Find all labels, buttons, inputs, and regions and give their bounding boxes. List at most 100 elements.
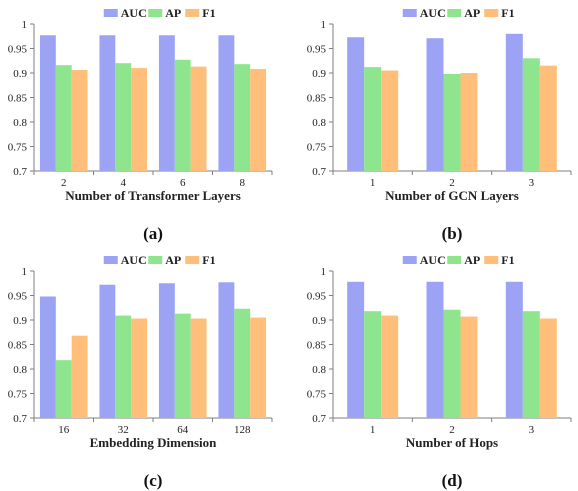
x-axis-label: Number of GCN Layers bbox=[385, 188, 519, 203]
y-tick-label: 0.85 bbox=[8, 93, 28, 105]
bar-f1-1 bbox=[381, 70, 399, 171]
legend-swatch-auc bbox=[103, 9, 118, 17]
panel-label: (b) bbox=[442, 224, 463, 243]
bar-auc-1 bbox=[347, 281, 365, 418]
bar-f1-128 bbox=[250, 317, 267, 418]
bar-ap-3 bbox=[522, 58, 540, 171]
bar-f1-3 bbox=[539, 65, 557, 171]
legend-swatch-ap bbox=[148, 9, 163, 17]
legend-label-f1: F1 bbox=[501, 6, 514, 20]
legend-label-ap: AP bbox=[165, 6, 181, 20]
bar-auc-2 bbox=[39, 35, 56, 171]
bar-f1-1 bbox=[381, 315, 399, 418]
chart-panel-2: 0.7 0.75 0.8 0.85 0.9 0.95 1 1 2 3 Number of GCN L… bbox=[307, 6, 572, 243]
bar-ap-3 bbox=[522, 311, 540, 418]
bar-auc-8 bbox=[218, 35, 235, 171]
y-tick-label: 0.8 bbox=[13, 117, 27, 129]
y-tick-label: 0.9 bbox=[312, 68, 326, 80]
x-axis-label: Number of Hops bbox=[406, 435, 498, 450]
bar-ap-6 bbox=[174, 59, 191, 171]
y-tick-label: 0.75 bbox=[307, 389, 327, 401]
legend-label-f1: F1 bbox=[501, 253, 514, 267]
bar-f1-3 bbox=[539, 318, 557, 418]
bar-auc-32 bbox=[99, 284, 116, 418]
bar-ap-8 bbox=[234, 64, 251, 171]
bar-auc-16 bbox=[39, 296, 56, 418]
legend-label-f1: F1 bbox=[202, 253, 215, 267]
bar-auc-3 bbox=[505, 281, 523, 418]
x-tick-label: 64 bbox=[177, 424, 189, 436]
x-tick-label: 128 bbox=[234, 424, 251, 436]
bar-auc-2 bbox=[426, 38, 444, 172]
bar-auc-2 bbox=[426, 281, 444, 418]
legend-swatch-auc bbox=[402, 256, 417, 264]
legend-label-auc: AUC bbox=[420, 253, 446, 267]
bar-f1-6 bbox=[190, 66, 207, 171]
x-tick-label: 32 bbox=[118, 424, 129, 436]
x-tick-label: 1 bbox=[370, 424, 376, 436]
x-tick-label: 3 bbox=[529, 424, 535, 436]
y-tick-label: 0.7 bbox=[13, 166, 27, 178]
y-tick-label: 0.85 bbox=[8, 340, 28, 352]
panel-label: (d) bbox=[442, 471, 463, 490]
y-tick-label: 1 bbox=[321, 266, 327, 278]
bar-ap-32 bbox=[115, 315, 132, 418]
panel-label: (c) bbox=[144, 471, 163, 490]
legend-swatch-ap bbox=[447, 256, 462, 264]
y-tick-label: 0.75 bbox=[307, 142, 327, 154]
x-tick-label: 16 bbox=[58, 424, 70, 436]
y-tick-label: 0.85 bbox=[307, 340, 327, 352]
legend-swatch-ap bbox=[447, 9, 462, 17]
legend-label-ap: AP bbox=[464, 6, 480, 20]
legend-swatch-auc bbox=[103, 256, 118, 264]
y-tick-label: 0.75 bbox=[8, 389, 28, 401]
x-tick-label: 4 bbox=[121, 177, 127, 189]
legend-swatch-f1 bbox=[484, 256, 499, 264]
y-tick-label: 0.8 bbox=[13, 364, 27, 376]
legend-label-auc: AUC bbox=[121, 253, 147, 267]
y-tick-label: 0.95 bbox=[307, 291, 327, 303]
x-tick-label: 2 bbox=[449, 177, 455, 189]
bar-f1-64 bbox=[190, 318, 207, 418]
bar-f1-2 bbox=[460, 73, 478, 171]
bar-ap-4 bbox=[115, 63, 132, 172]
legend-label-auc: AUC bbox=[121, 6, 147, 20]
legend-label-ap: AP bbox=[464, 253, 480, 267]
bar-auc-128 bbox=[218, 282, 235, 418]
bar-ap-128 bbox=[234, 308, 251, 418]
chart-panel-3: 0.7 0.75 0.8 0.85 0.9 0.95 1 16 32 64 128 Embedding… bbox=[8, 253, 273, 490]
y-tick-label: 0.95 bbox=[8, 291, 28, 303]
legend-swatch-auc bbox=[402, 9, 417, 17]
bar-ap-1 bbox=[364, 311, 382, 418]
x-tick-label: 8 bbox=[240, 177, 246, 189]
x-tick-label: 3 bbox=[529, 177, 535, 189]
y-tick-label: 0.8 bbox=[312, 364, 326, 376]
bar-ap-2 bbox=[55, 65, 72, 171]
legend-label-ap: AP bbox=[165, 253, 181, 267]
bar-auc-1 bbox=[347, 37, 365, 172]
bar-auc-64 bbox=[158, 283, 175, 418]
legend-swatch-f1 bbox=[185, 256, 200, 264]
y-tick-label: 0.9 bbox=[13, 68, 27, 80]
y-tick-label: 0.7 bbox=[13, 413, 27, 425]
bar-ap-1 bbox=[364, 67, 382, 171]
legend-label-auc: AUC bbox=[420, 6, 446, 20]
x-tick-label: 6 bbox=[180, 177, 186, 189]
y-tick-label: 1 bbox=[321, 19, 327, 31]
y-tick-label: 0.7 bbox=[312, 166, 326, 178]
y-tick-label: 0.9 bbox=[312, 315, 326, 327]
bar-f1-2 bbox=[460, 316, 478, 418]
y-tick-label: 0.75 bbox=[8, 142, 28, 154]
x-tick-label: 2 bbox=[449, 424, 455, 436]
y-tick-label: 1 bbox=[22, 19, 28, 31]
x-axis-label: Embedding Dimension bbox=[90, 435, 218, 450]
panel-label: (a) bbox=[143, 224, 163, 243]
bar-ap-2 bbox=[443, 309, 461, 418]
y-tick-label: 0.85 bbox=[307, 93, 327, 105]
y-tick-label: 0.95 bbox=[307, 44, 327, 56]
bar-auc-3 bbox=[505, 33, 523, 171]
y-tick-label: 0.9 bbox=[13, 315, 27, 327]
bar-auc-6 bbox=[158, 35, 175, 171]
